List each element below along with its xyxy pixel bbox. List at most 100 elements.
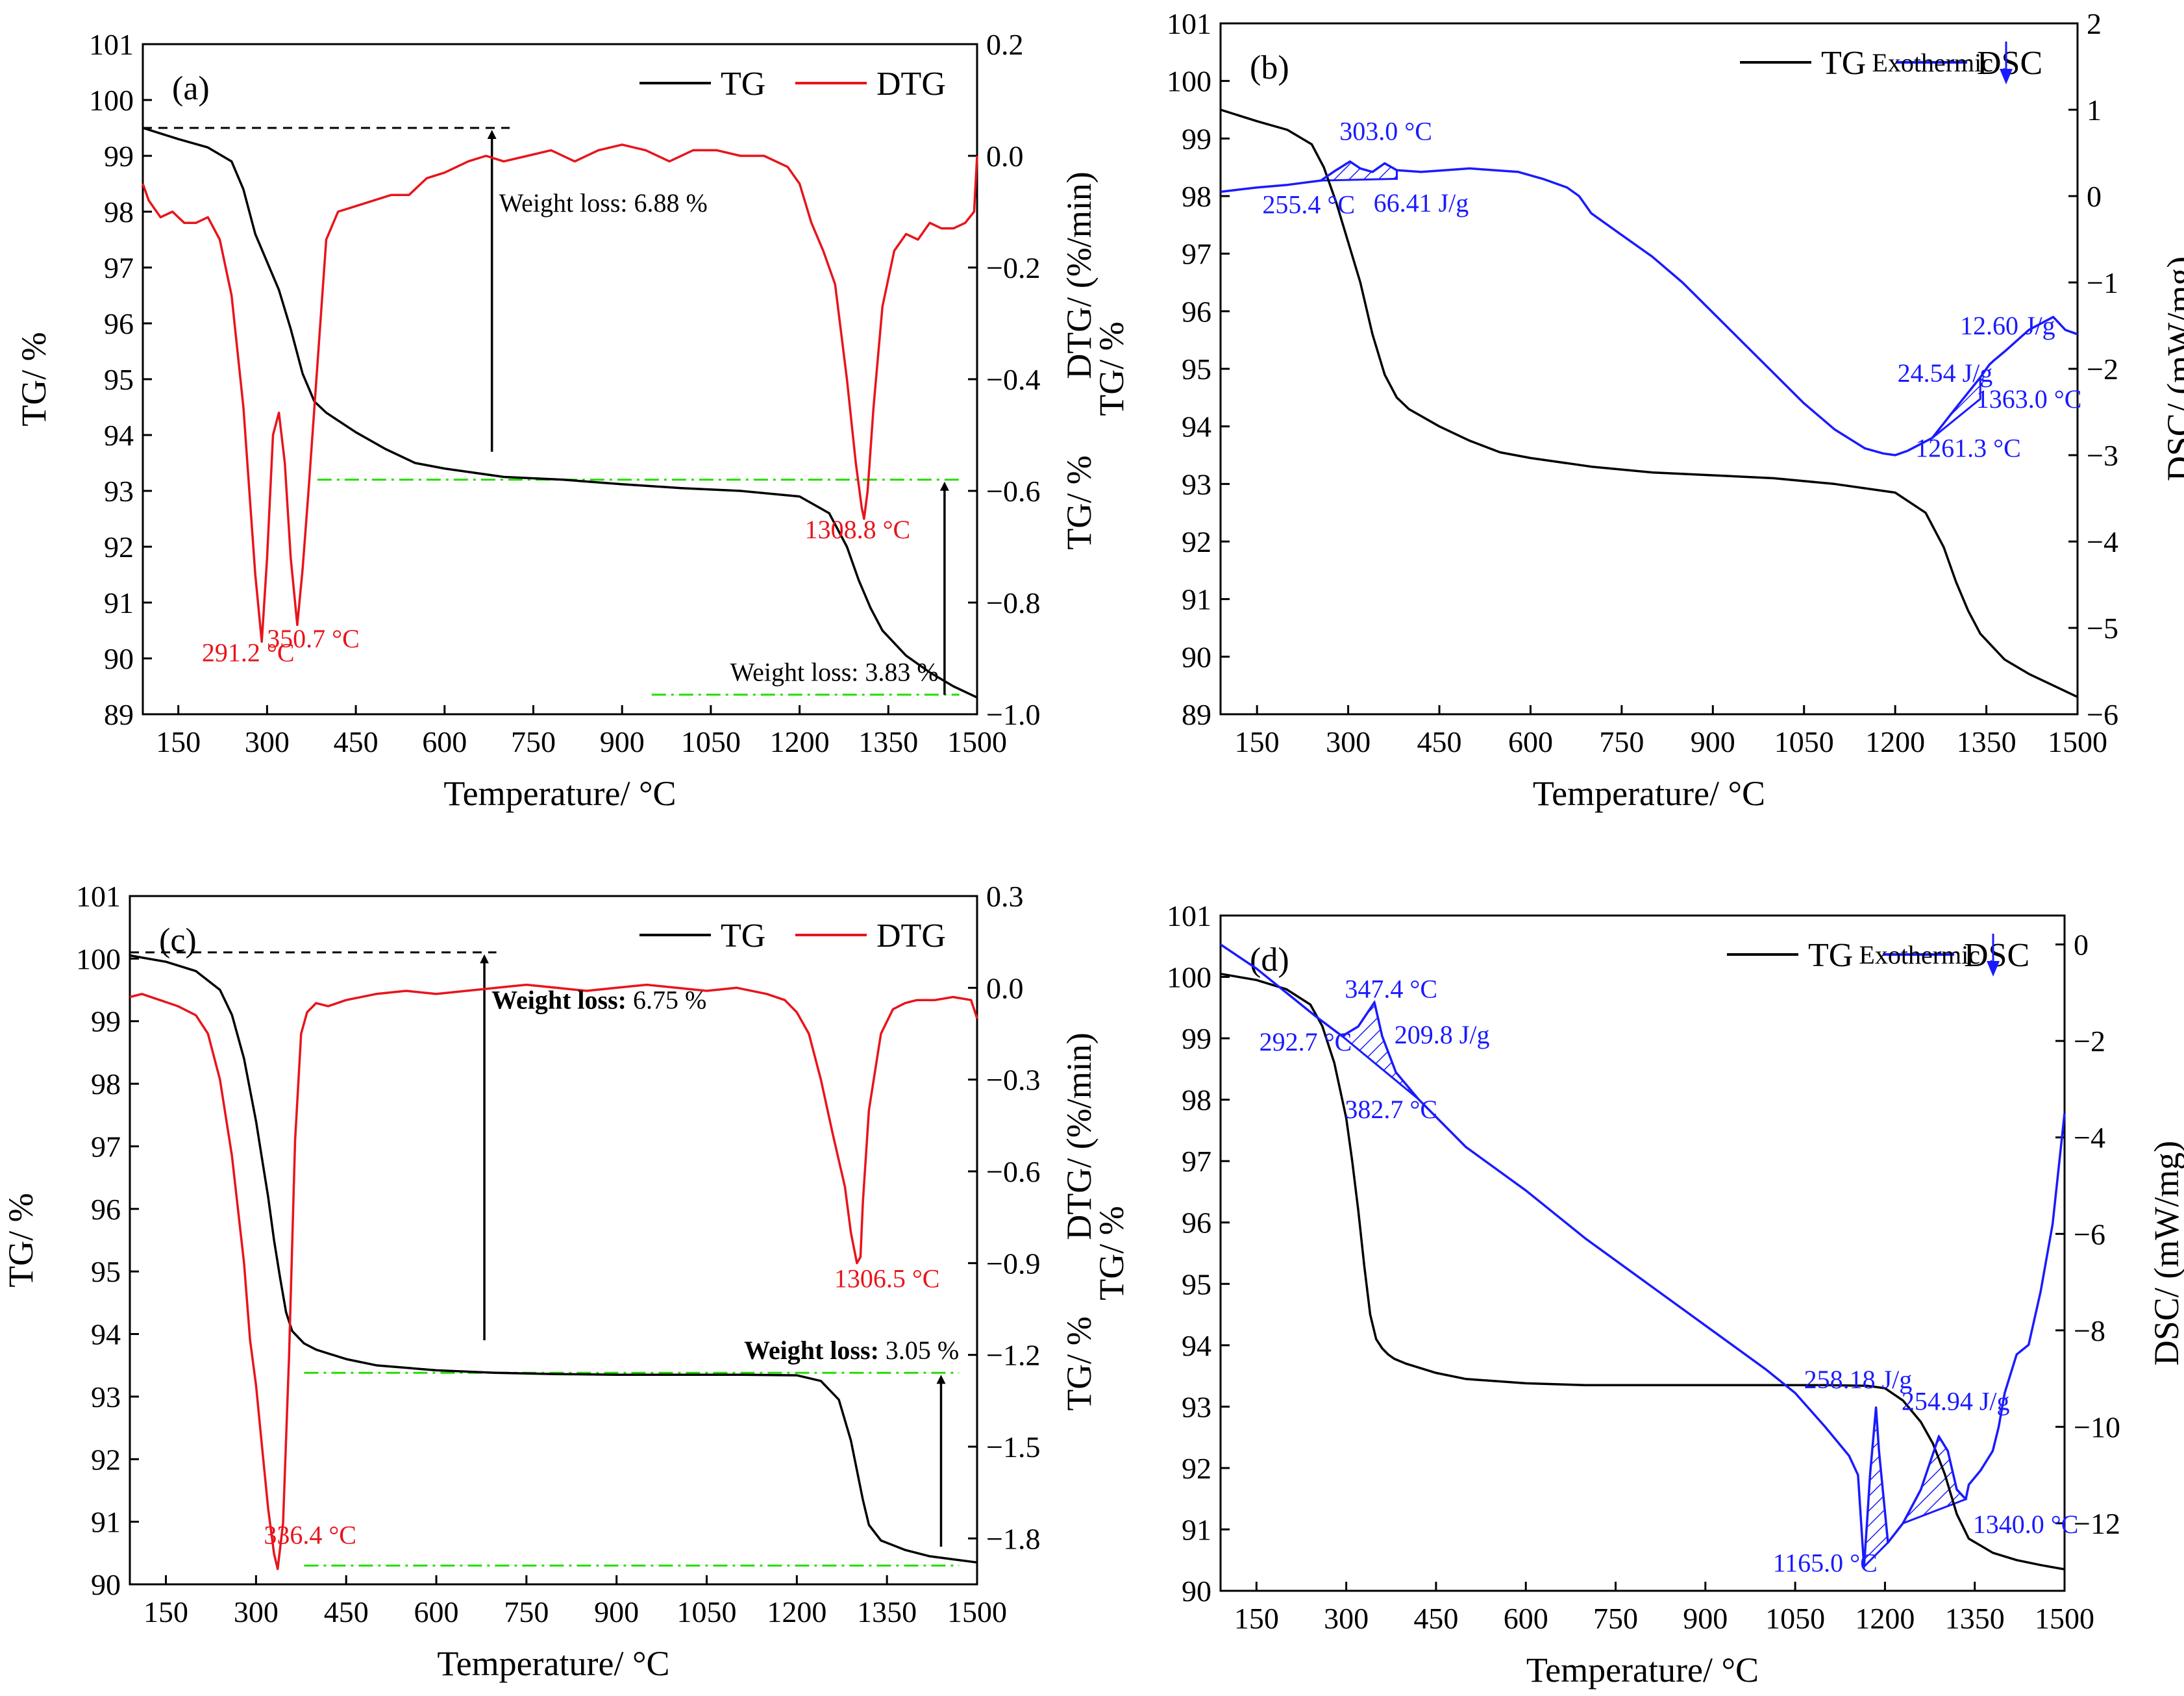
- y-left-tick-label: 94: [1182, 410, 1211, 443]
- annotation-bold-part: Weight loss:: [491, 985, 627, 1014]
- annotation-label: 12.60 J/g: [1960, 311, 2055, 340]
- x-tick-label: 1050: [681, 725, 741, 758]
- x-tick-label: 450: [1417, 725, 1462, 758]
- annotation-bold-part: Weight loss:: [744, 1336, 879, 1365]
- y-right-tick-label: −0.6: [986, 1155, 1040, 1188]
- x-tick-label: 300: [1326, 725, 1371, 758]
- legend-label-second: DTG: [876, 66, 946, 103]
- y-right-tick-label: −4: [2087, 525, 2118, 558]
- legend-label-tg: TG: [721, 917, 765, 954]
- y-right-tick-label: −1: [2087, 266, 2118, 299]
- y-left-tick-label: 94: [91, 1318, 121, 1351]
- y-left-tick-label: 101: [1167, 7, 1211, 40]
- annotation-label: 254.94 J/g: [1902, 1386, 2010, 1415]
- y-left-tick-label: 93: [1182, 468, 1211, 501]
- x-tick-label: 1050: [1774, 725, 1834, 758]
- annotation-label: 1306.5 °C: [834, 1264, 940, 1293]
- y-right-tick-label: −8: [2074, 1314, 2105, 1347]
- y-left-tick-label: 91: [1182, 583, 1211, 616]
- x-tick-label: 1200: [1865, 725, 1925, 758]
- panel-c-tg-dtg-chart: 150 300 450 600 750 900 1050 1200 1350 1500 90 91 92…: [1, 880, 1098, 1683]
- y-right-tick-label: 0: [2087, 180, 2102, 213]
- panel-a-tg-dtg-chart: 150 300 450 600 750 900 1050 1200 1350 1500 89 90 91…: [14, 28, 1098, 813]
- y-left-tick-label: 90: [1182, 1575, 1211, 1608]
- x-tick-label: 1350: [858, 725, 918, 758]
- x-tick-label: 600: [1504, 1602, 1548, 1635]
- y-left-tick-label: 93: [104, 475, 134, 508]
- y-right-tick-label: −0.2: [986, 251, 1040, 284]
- series-line-dtg: [129, 983, 978, 1571]
- y-left-tick-label: 101: [89, 28, 134, 61]
- y-left-tick-label: 96: [1182, 1206, 1211, 1240]
- y-left-tick-label: 99: [104, 140, 134, 173]
- y-right-tick-label: −12: [2074, 1507, 2120, 1540]
- y-left-tick-label: 95: [1182, 353, 1211, 386]
- y-right-axis-label-secondary: TG/ %: [1060, 1316, 1098, 1410]
- annotation-label: 347.4 °C: [1345, 974, 1437, 1003]
- x-axis-label: Temperature/ °C: [437, 1644, 669, 1683]
- x-tick-label: 300: [245, 725, 290, 758]
- y-right-tick-label: −10: [2074, 1410, 2120, 1443]
- y-right-tick-label: −0.6: [986, 475, 1040, 508]
- y-left-tick-label: 100: [1167, 65, 1211, 98]
- x-tick-label: 150: [1234, 1602, 1279, 1635]
- y-left-tick-label: 101: [1167, 899, 1211, 932]
- y-right-tick-label: 0.3: [986, 880, 1024, 913]
- x-tick-label: 900: [1683, 1602, 1728, 1635]
- x-tick-label: 1350: [1945, 1602, 2005, 1635]
- series-line-tg: [1220, 108, 2078, 698]
- y-left-tick-label: 99: [91, 1005, 121, 1038]
- plot-frame: [129, 895, 978, 1586]
- x-tick-label: 1200: [767, 1595, 826, 1628]
- y-left-tick-label: 97: [104, 251, 134, 284]
- panel-label: (d): [1250, 942, 1289, 979]
- x-tick-label: 150: [156, 725, 201, 758]
- legend-label-tg: TG: [721, 66, 765, 103]
- y-left-tick-label: 89: [1182, 698, 1211, 731]
- y-left-tick-label: 91: [1182, 1513, 1211, 1546]
- plot-frame: [1219, 914, 2066, 1592]
- series-line-dsc: [1220, 160, 2078, 456]
- x-tick-label: 750: [511, 725, 556, 758]
- y-left-tick-label: 98: [1182, 180, 1211, 213]
- y-left-tick-label: 93: [91, 1380, 121, 1414]
- y-left-tick-label: 100: [89, 84, 134, 117]
- x-tick-label: 300: [234, 1595, 279, 1628]
- exothermic-label: Exothermic: [1859, 940, 1980, 969]
- y-right-tick-label: −1.2: [986, 1339, 1040, 1372]
- y-left-tick-label: 92: [1182, 525, 1211, 558]
- y-right-axis-label: DTG/ (%/min): [1060, 171, 1098, 379]
- x-tick-label: 300: [1324, 1602, 1369, 1635]
- y-left-tick-label: 100: [1167, 961, 1211, 994]
- annotation-label: Weight loss: 6.75 %: [491, 985, 706, 1014]
- panel-label: (b): [1250, 49, 1289, 86]
- y-right-tick-label: −4: [2074, 1121, 2105, 1154]
- y-left-tick-label: 96: [91, 1193, 121, 1226]
- y-left-axis-label: TG/ %: [1092, 321, 1131, 416]
- x-tick-label: 900: [594, 1595, 639, 1628]
- y-right-tick-label: 2: [2087, 7, 2102, 40]
- y-right-axis-label: DSC/ (mW/mg): [2147, 1141, 2184, 1366]
- y-left-tick-label: 99: [1182, 1022, 1211, 1055]
- y-left-tick-label: 95: [104, 363, 134, 396]
- x-tick-label: 750: [1599, 725, 1644, 758]
- y-left-tick-label: 98: [91, 1067, 121, 1101]
- x-tick-label: 900: [1691, 725, 1735, 758]
- y-right-axis-label: DSC/ (mW/mg): [2160, 256, 2184, 482]
- x-tick-label: 450: [1413, 1602, 1458, 1635]
- y-left-tick-label: 97: [1182, 1145, 1211, 1178]
- x-tick-label: 150: [1235, 725, 1280, 758]
- exothermic-arrowhead-icon: [1987, 961, 2000, 977]
- x-axis-label: Temperature/ °C: [1526, 1651, 1759, 1690]
- legend-label-second: DTG: [876, 917, 946, 954]
- x-tick-label: 1050: [677, 1595, 737, 1628]
- y-left-tick-label: 92: [104, 530, 134, 564]
- plot-frame: [142, 43, 978, 716]
- y-right-tick-label: −0.4: [986, 363, 1040, 396]
- annotation-label: 291.2 °C: [202, 638, 295, 667]
- y-right-tick-label: −0.3: [986, 1064, 1040, 1097]
- y-left-axis-label: TG/ %: [1092, 1206, 1131, 1300]
- annotation-label: 258.18 J/g: [1804, 1365, 1913, 1394]
- x-tick-label: 1200: [1855, 1602, 1915, 1635]
